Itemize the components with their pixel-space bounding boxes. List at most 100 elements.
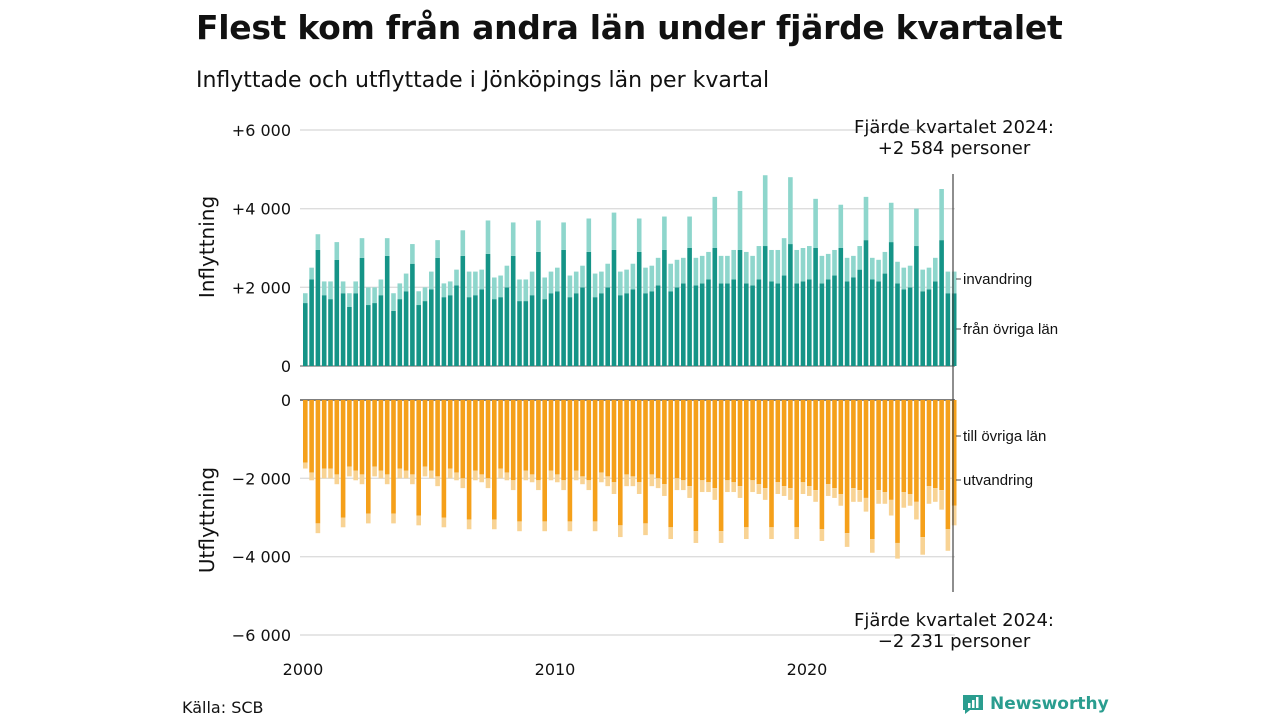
bar-inflow-domestic [939, 240, 944, 366]
bar-outflow-domestic [788, 400, 793, 489]
bar-outflow-emigration [655, 478, 661, 489]
bar-inflow-domestic [807, 279, 812, 366]
bar-outflow-domestic [914, 400, 919, 502]
bar-outflow-domestic [441, 400, 447, 518]
bar-outflow-domestic [334, 400, 340, 475]
bar-inflow-domestic [712, 248, 718, 366]
bar-inflow-immigration [523, 279, 529, 302]
bar-outflow-domestic [473, 400, 478, 471]
bar-inflow-immigration [504, 265, 510, 288]
bar-outflow-domestic [573, 400, 579, 471]
bar-outflow-emigration [347, 466, 352, 477]
bar-inflow-immigration [731, 249, 736, 280]
bar-inflow-immigration [429, 271, 434, 290]
bar-inflow-domestic [857, 269, 862, 366]
bar-outflow-emigration [315, 523, 321, 534]
bar-inflow-domestic [756, 279, 762, 366]
bar-inflow-domestic [706, 279, 711, 366]
bottom-y-tick-label: −6 000 [232, 626, 291, 645]
bar-outflow-domestic [781, 400, 787, 487]
bar-outflow-emigration [441, 517, 447, 528]
bar-inflow-immigration [800, 248, 806, 282]
bar-inflow-domestic [567, 297, 573, 366]
top-y-tick-label: 0 [281, 357, 291, 376]
source-credit: Källa: SCB [182, 698, 264, 717]
bar-inflow-immigration [725, 255, 730, 284]
bar-outflow-domestic [391, 400, 396, 514]
bar-outflow-domestic [636, 400, 642, 483]
bar-outflow-emigration [460, 478, 466, 489]
bar-inflow-domestic [315, 249, 321, 366]
bar-outflow-domestic [926, 400, 932, 487]
bar-outflow-domestic [567, 400, 573, 522]
bar-inflow-immigration [687, 216, 692, 248]
bar-outflow-domestic [504, 400, 510, 473]
bar-inflow-immigration [825, 253, 831, 280]
bar-inflow-immigration [567, 275, 573, 298]
bar-outflow-domestic [303, 400, 308, 463]
bar-outflow-emigration [914, 501, 919, 520]
bar-outflow-emigration [744, 527, 749, 540]
brand-name: Newsworthy [990, 694, 1109, 714]
bar-outflow-domestic [359, 400, 365, 475]
bar-inflow-domestic [825, 279, 831, 366]
bar-outflow-domestic [699, 400, 705, 481]
bar-outflow-emigration [618, 525, 623, 538]
bar-outflow-domestic [580, 400, 585, 477]
bar-inflow-immigration [813, 198, 818, 248]
bar-inflow-domestic [933, 281, 938, 366]
bar-inflow-immigration [328, 281, 333, 300]
bar-inflow-domestic [492, 299, 497, 366]
bar-outflow-emigration [807, 486, 812, 496]
bar-inflow-domestic [618, 295, 623, 366]
bar-outflow-emigration [548, 470, 554, 481]
bar-outflow-emigration [479, 474, 484, 483]
bar-outflow-emigration [731, 482, 736, 493]
bar-inflow-domestic [410, 263, 415, 366]
bar-inflow-immigration [321, 281, 327, 296]
bar-outflow-domestic [933, 400, 938, 489]
bar-inflow-immigration [920, 269, 925, 292]
bar-inflow-domestic [573, 293, 579, 366]
bar-outflow-domestic [561, 400, 566, 481]
annotation-top-line2: +2 584 personer [878, 138, 1031, 159]
bar-outflow-emigration [473, 470, 478, 481]
bar-outflow-emigration [321, 468, 327, 479]
bar-outflow-emigration [366, 513, 371, 524]
bar-inflow-immigration [473, 271, 478, 296]
bar-outflow-domestic [422, 400, 428, 467]
bar-inflow-domestic [510, 255, 516, 366]
bar-inflow-immigration [605, 263, 610, 288]
bar-inflow-immigration [794, 249, 799, 284]
bar-outflow-domestic [630, 400, 636, 477]
x-tick-label: 2010 [535, 660, 576, 679]
bar-inflow-immigration [359, 238, 365, 258]
bar-outflow-emigration [580, 476, 585, 485]
bar-inflow-immigration [599, 271, 604, 294]
bar-outflow-domestic [939, 400, 944, 491]
bar-inflow-domestic [435, 257, 440, 366]
bar-inflow-domestic [473, 295, 478, 366]
bar-inflow-immigration [699, 255, 705, 284]
bar-outflow-emigration [504, 472, 510, 481]
bar-inflow-immigration [454, 269, 459, 286]
bar-outflow-emigration [794, 527, 799, 540]
bar-inflow-domestic [895, 283, 900, 366]
bar-outflow-emigration [781, 486, 787, 496]
bar-outflow-emigration [378, 470, 384, 479]
bar-outflow-domestic [384, 400, 390, 475]
bar-outflow-domestic [731, 400, 736, 483]
x-tick-labels: 2000 2010 2020 [283, 660, 828, 679]
bar-outflow-domestic [643, 400, 648, 524]
bar-outflow-domestic [309, 400, 314, 473]
bar-outflow-emigration [611, 482, 617, 494]
bar-outflow-emigration [372, 466, 377, 477]
bar-outflow-domestic [725, 400, 730, 481]
bar-outflow-emigration [681, 480, 686, 491]
bar-outflow-emigration [429, 470, 434, 479]
bar-outflow-domestic [819, 400, 825, 530]
bar-outflow-domestic [353, 400, 358, 471]
bar-inflow-domestic [523, 301, 529, 366]
bar-outflow-domestic [611, 400, 617, 483]
bar-outflow-emigration [888, 499, 894, 516]
